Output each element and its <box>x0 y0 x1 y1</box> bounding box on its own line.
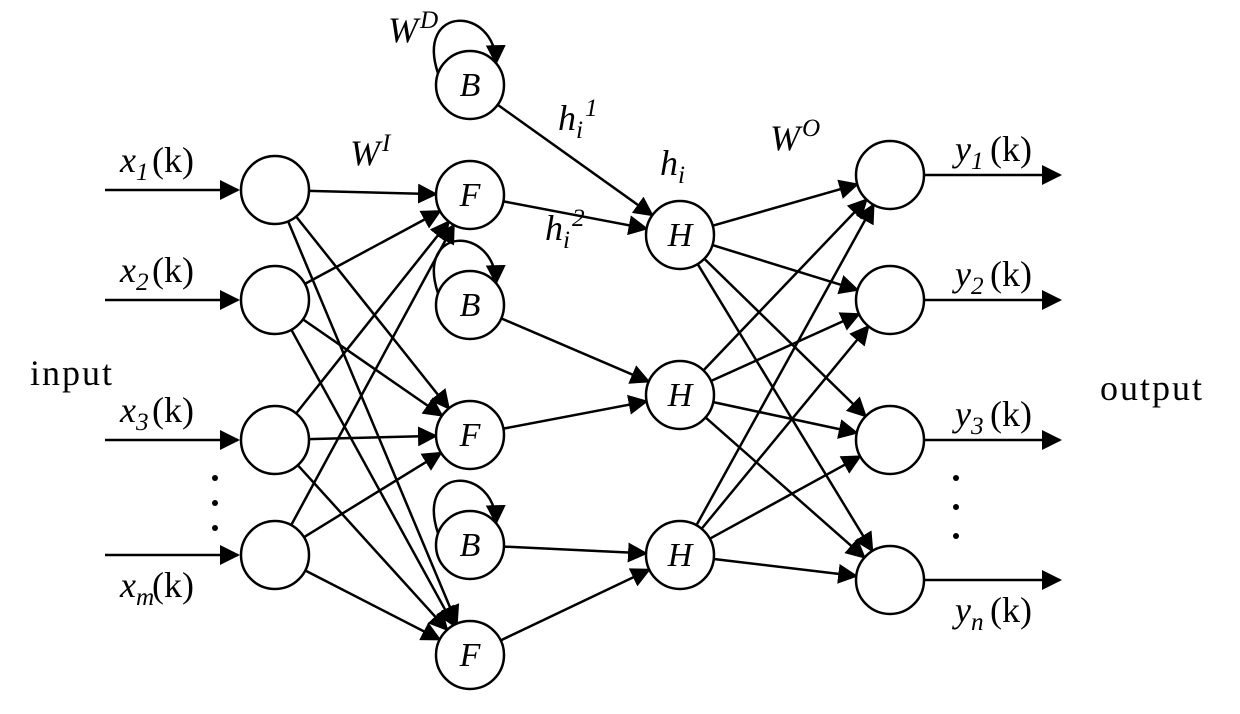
node-out3 <box>856 406 924 474</box>
output-side-label: output <box>1100 368 1204 408</box>
edge <box>309 436 436 439</box>
input-label: x1 <box>119 140 149 186</box>
node-out2 <box>856 266 924 334</box>
vdots <box>953 475 959 539</box>
node-in1 <box>241 156 309 224</box>
edge <box>503 401 646 428</box>
node-label-H1: H <box>667 217 695 254</box>
input-label: x3 <box>119 390 149 436</box>
edge <box>710 456 860 538</box>
math-label: hi <box>660 143 685 189</box>
edge <box>704 259 865 416</box>
node-label-B3: B <box>460 527 481 564</box>
edge <box>698 264 873 551</box>
edge <box>713 184 858 225</box>
output-arg: (k) <box>990 590 1032 630</box>
math-label: hi1 <box>558 95 598 144</box>
node-in4 <box>241 521 309 589</box>
node-out1 <box>856 141 924 209</box>
edge <box>303 319 442 415</box>
math-label: WO <box>770 115 820 158</box>
output-arg: (k) <box>990 394 1032 434</box>
edge <box>696 205 873 525</box>
edge <box>296 222 449 414</box>
edge <box>706 417 865 557</box>
edge <box>501 318 648 381</box>
node-in3 <box>241 406 309 474</box>
input-side-label: input <box>30 353 114 393</box>
edge <box>714 559 856 576</box>
neural-network-diagram: BFBFBFHHH x1(k)x2(k)x3(k)xm(k)y1(k)y2(k)… <box>0 0 1240 714</box>
output-arg: (k) <box>990 129 1032 169</box>
input-arg: (k) <box>152 250 194 290</box>
edge <box>305 211 440 284</box>
output-label: y2 <box>952 254 984 300</box>
input-label: x2 <box>119 250 149 296</box>
node-in2 <box>241 266 309 334</box>
input-label: xm <box>119 565 154 611</box>
node-label-H2: H <box>667 377 695 414</box>
edge <box>309 191 436 194</box>
input-arg: (k) <box>152 140 194 180</box>
output-label: yn <box>952 590 984 636</box>
input-arg: (k) <box>152 390 194 430</box>
node-label-F3: F <box>459 637 482 674</box>
output-label: y1 <box>952 129 984 175</box>
vdots <box>212 475 218 531</box>
math-label: WI <box>350 130 392 173</box>
output-arg: (k) <box>990 254 1032 294</box>
edge <box>504 547 646 554</box>
edge <box>305 571 439 640</box>
node-out4 <box>856 546 924 614</box>
node-label-H3: H <box>667 537 695 574</box>
node-label-B1: B <box>460 67 481 104</box>
node-label-B2: B <box>460 287 481 324</box>
node-label-F2: F <box>459 417 482 454</box>
output-label: y3 <box>952 394 984 440</box>
edge <box>288 221 457 623</box>
input-arg: (k) <box>152 565 194 605</box>
math-label: WD <box>388 7 438 50</box>
node-label-F1: F <box>459 177 482 214</box>
edge <box>501 570 650 641</box>
